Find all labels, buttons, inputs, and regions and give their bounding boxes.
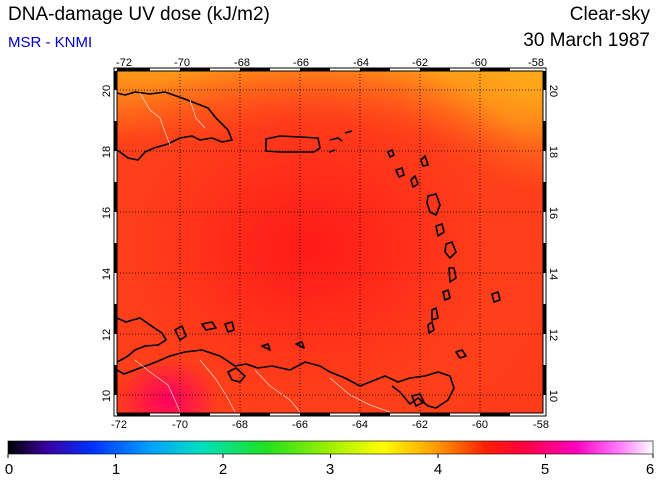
lon-tick-label: -72 bbox=[111, 419, 127, 431]
lat-tick-label: 16 bbox=[547, 207, 559, 219]
lon-tick-label: -58 bbox=[533, 419, 549, 431]
lat-tick-label: 14 bbox=[547, 268, 559, 280]
puerto-rico-coast bbox=[265, 135, 321, 153]
source-label: MSR - KNMI bbox=[8, 34, 93, 51]
date-label: 30 March 1987 bbox=[523, 30, 650, 51]
colorbar-label: 0 bbox=[5, 461, 13, 478]
lon-tick-label: -66 bbox=[292, 419, 308, 431]
lat-tick-label: 12 bbox=[547, 329, 559, 341]
lon-tick-label: -72 bbox=[116, 57, 132, 69]
colorbar-label: 4 bbox=[434, 461, 442, 478]
lon-tick-label: -70 bbox=[172, 419, 188, 431]
lon-tick-label: -70 bbox=[174, 57, 190, 69]
colorbar: 0 1 2 3 4 5 6 bbox=[5, 440, 654, 478]
lon-tick-label: -68 bbox=[232, 419, 248, 431]
colorbar-label: 1 bbox=[112, 461, 120, 478]
venezuela-coast bbox=[117, 317, 167, 363]
lat-axis-left: 10 12 14 16 18 20 bbox=[101, 85, 113, 402]
lesser-antilles-coast bbox=[387, 149, 501, 359]
lat-tick-label: 18 bbox=[547, 146, 559, 158]
colorbar-label: 5 bbox=[541, 461, 549, 478]
lon-tick-label: -58 bbox=[528, 57, 544, 69]
lon-tick-label: -64 bbox=[353, 57, 369, 69]
colorbar-label: 2 bbox=[219, 461, 227, 478]
sky-condition-label: Clear-sky bbox=[569, 4, 650, 25]
lat-tick-label: 10 bbox=[547, 390, 559, 402]
lon-tick-label: -60 bbox=[471, 57, 487, 69]
lat-tick-label: 14 bbox=[101, 268, 113, 280]
lon-tick-label: -60 bbox=[472, 419, 488, 431]
lon-tick-label: -64 bbox=[352, 419, 368, 431]
lon-tick-label: -62 bbox=[412, 57, 428, 69]
map-frame bbox=[113, 67, 547, 417]
lon-tick-label: -68 bbox=[234, 57, 250, 69]
hispaniola-coast bbox=[117, 91, 233, 161]
colorbar-gradient bbox=[7, 440, 654, 455]
colorbar-label: 3 bbox=[326, 461, 334, 478]
map-title: DNA-damage UV dose (kJ/m2) bbox=[8, 4, 270, 25]
colorbar-label: 6 bbox=[646, 461, 654, 478]
uv-dose-field bbox=[117, 71, 543, 413]
graticule bbox=[117, 71, 543, 413]
lat-tick-label: 20 bbox=[101, 85, 113, 97]
lat-tick-label: 20 bbox=[547, 85, 559, 97]
political-borders bbox=[134, 92, 391, 413]
lon-axis-top: -72 -70 -68 -66 -64 -62 -60 -58 bbox=[116, 57, 544, 69]
lat-tick-label: 16 bbox=[101, 207, 113, 219]
lat-tick-label: 18 bbox=[101, 146, 113, 158]
lat-tick-label: 10 bbox=[101, 390, 113, 402]
lat-tick-label: 12 bbox=[101, 329, 113, 341]
lon-axis-bottom: -72 -70 -68 -66 -64 -62 -60 -58 bbox=[111, 419, 549, 431]
lon-tick-label: -62 bbox=[412, 419, 428, 431]
lon-tick-label: -66 bbox=[293, 57, 309, 69]
lat-axis-right: 10 12 14 16 18 20 bbox=[547, 85, 559, 402]
